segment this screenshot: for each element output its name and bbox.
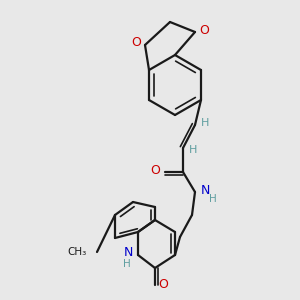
Text: H: H — [189, 145, 197, 155]
Text: O: O — [199, 23, 209, 37]
Text: H: H — [123, 259, 131, 269]
Text: O: O — [158, 278, 168, 292]
Text: H: H — [201, 118, 209, 128]
Text: O: O — [150, 164, 160, 176]
Text: CH₃: CH₃ — [68, 247, 87, 257]
Text: H: H — [209, 194, 217, 204]
Text: O: O — [131, 37, 141, 50]
Text: N: N — [200, 184, 210, 196]
Text: N: N — [123, 247, 133, 260]
